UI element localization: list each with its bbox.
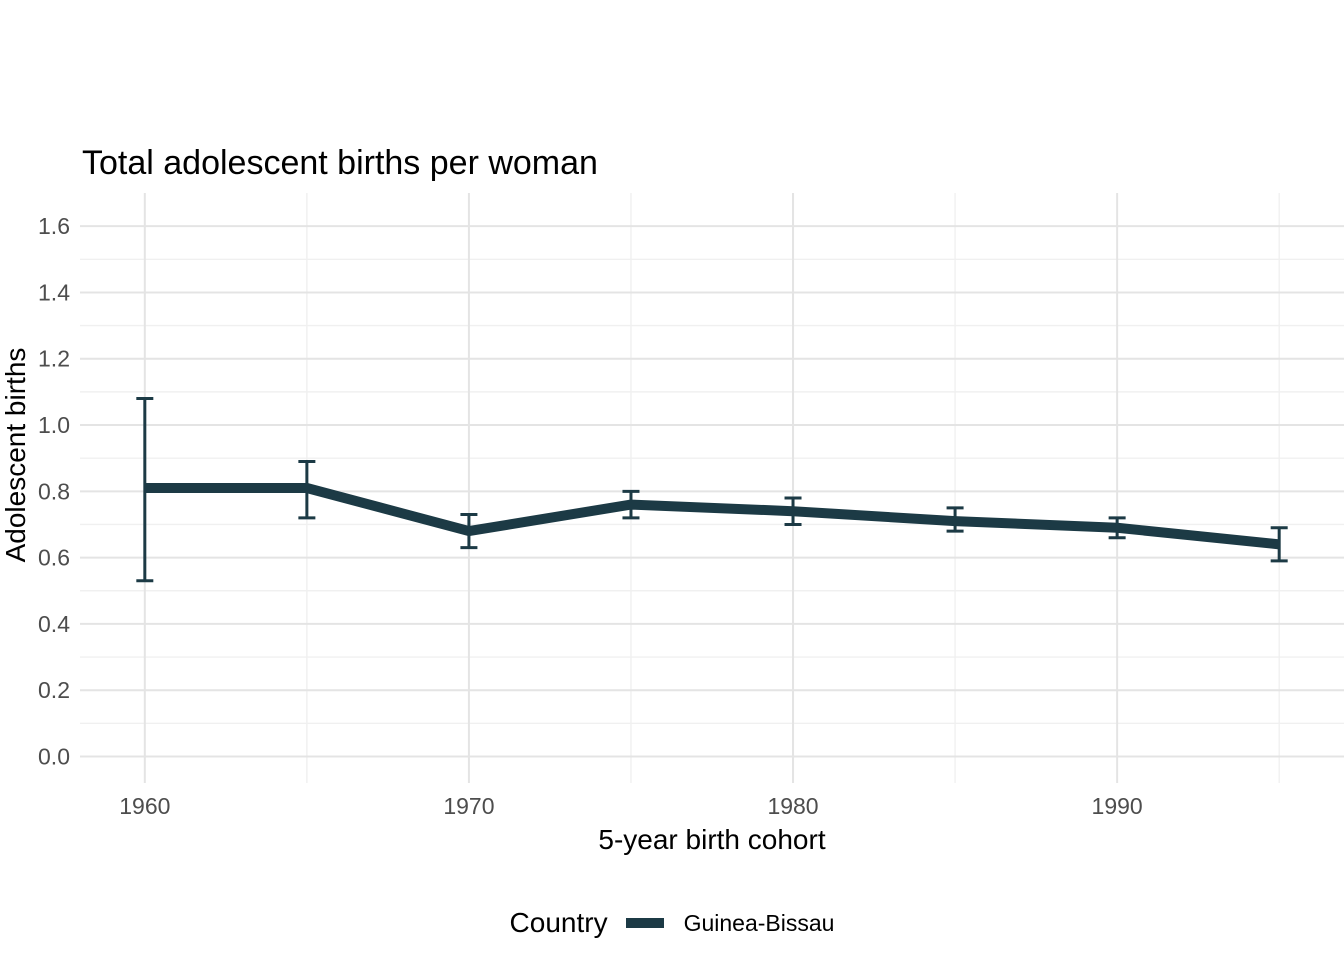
y-tick-label: 1.2 bbox=[38, 346, 70, 372]
series-line-guinea-bissau bbox=[144, 483, 1280, 550]
y-tick-label: 0.6 bbox=[38, 545, 70, 571]
error-bar bbox=[1270, 526, 1288, 563]
x-tick-label: 1990 bbox=[1092, 793, 1143, 819]
x-axis-title: 5-year birth cohort bbox=[598, 824, 826, 855]
y-tick-label: 0.0 bbox=[38, 743, 70, 769]
legend: Country Guinea-Bissau bbox=[0, 903, 1344, 943]
x-tick-label: 1980 bbox=[767, 793, 818, 819]
y-tick-label: 1.6 bbox=[38, 213, 70, 239]
y-tick-label: 1.4 bbox=[38, 279, 70, 305]
x-tick-label: 1970 bbox=[443, 793, 494, 819]
y-tick-label: 0.8 bbox=[38, 478, 70, 504]
legend-title: Country bbox=[509, 907, 608, 938]
x-tick-label: 1960 bbox=[119, 793, 170, 819]
legend-key-line bbox=[625, 918, 664, 928]
chart-title: Total adolescent births per woman bbox=[82, 144, 598, 182]
y-tick-label: 0.2 bbox=[38, 677, 70, 703]
y-tick-label: 1.0 bbox=[38, 412, 70, 438]
y-tick-label: 0.4 bbox=[38, 611, 70, 637]
legend-entry-label: Guinea-Bissau bbox=[683, 909, 835, 936]
